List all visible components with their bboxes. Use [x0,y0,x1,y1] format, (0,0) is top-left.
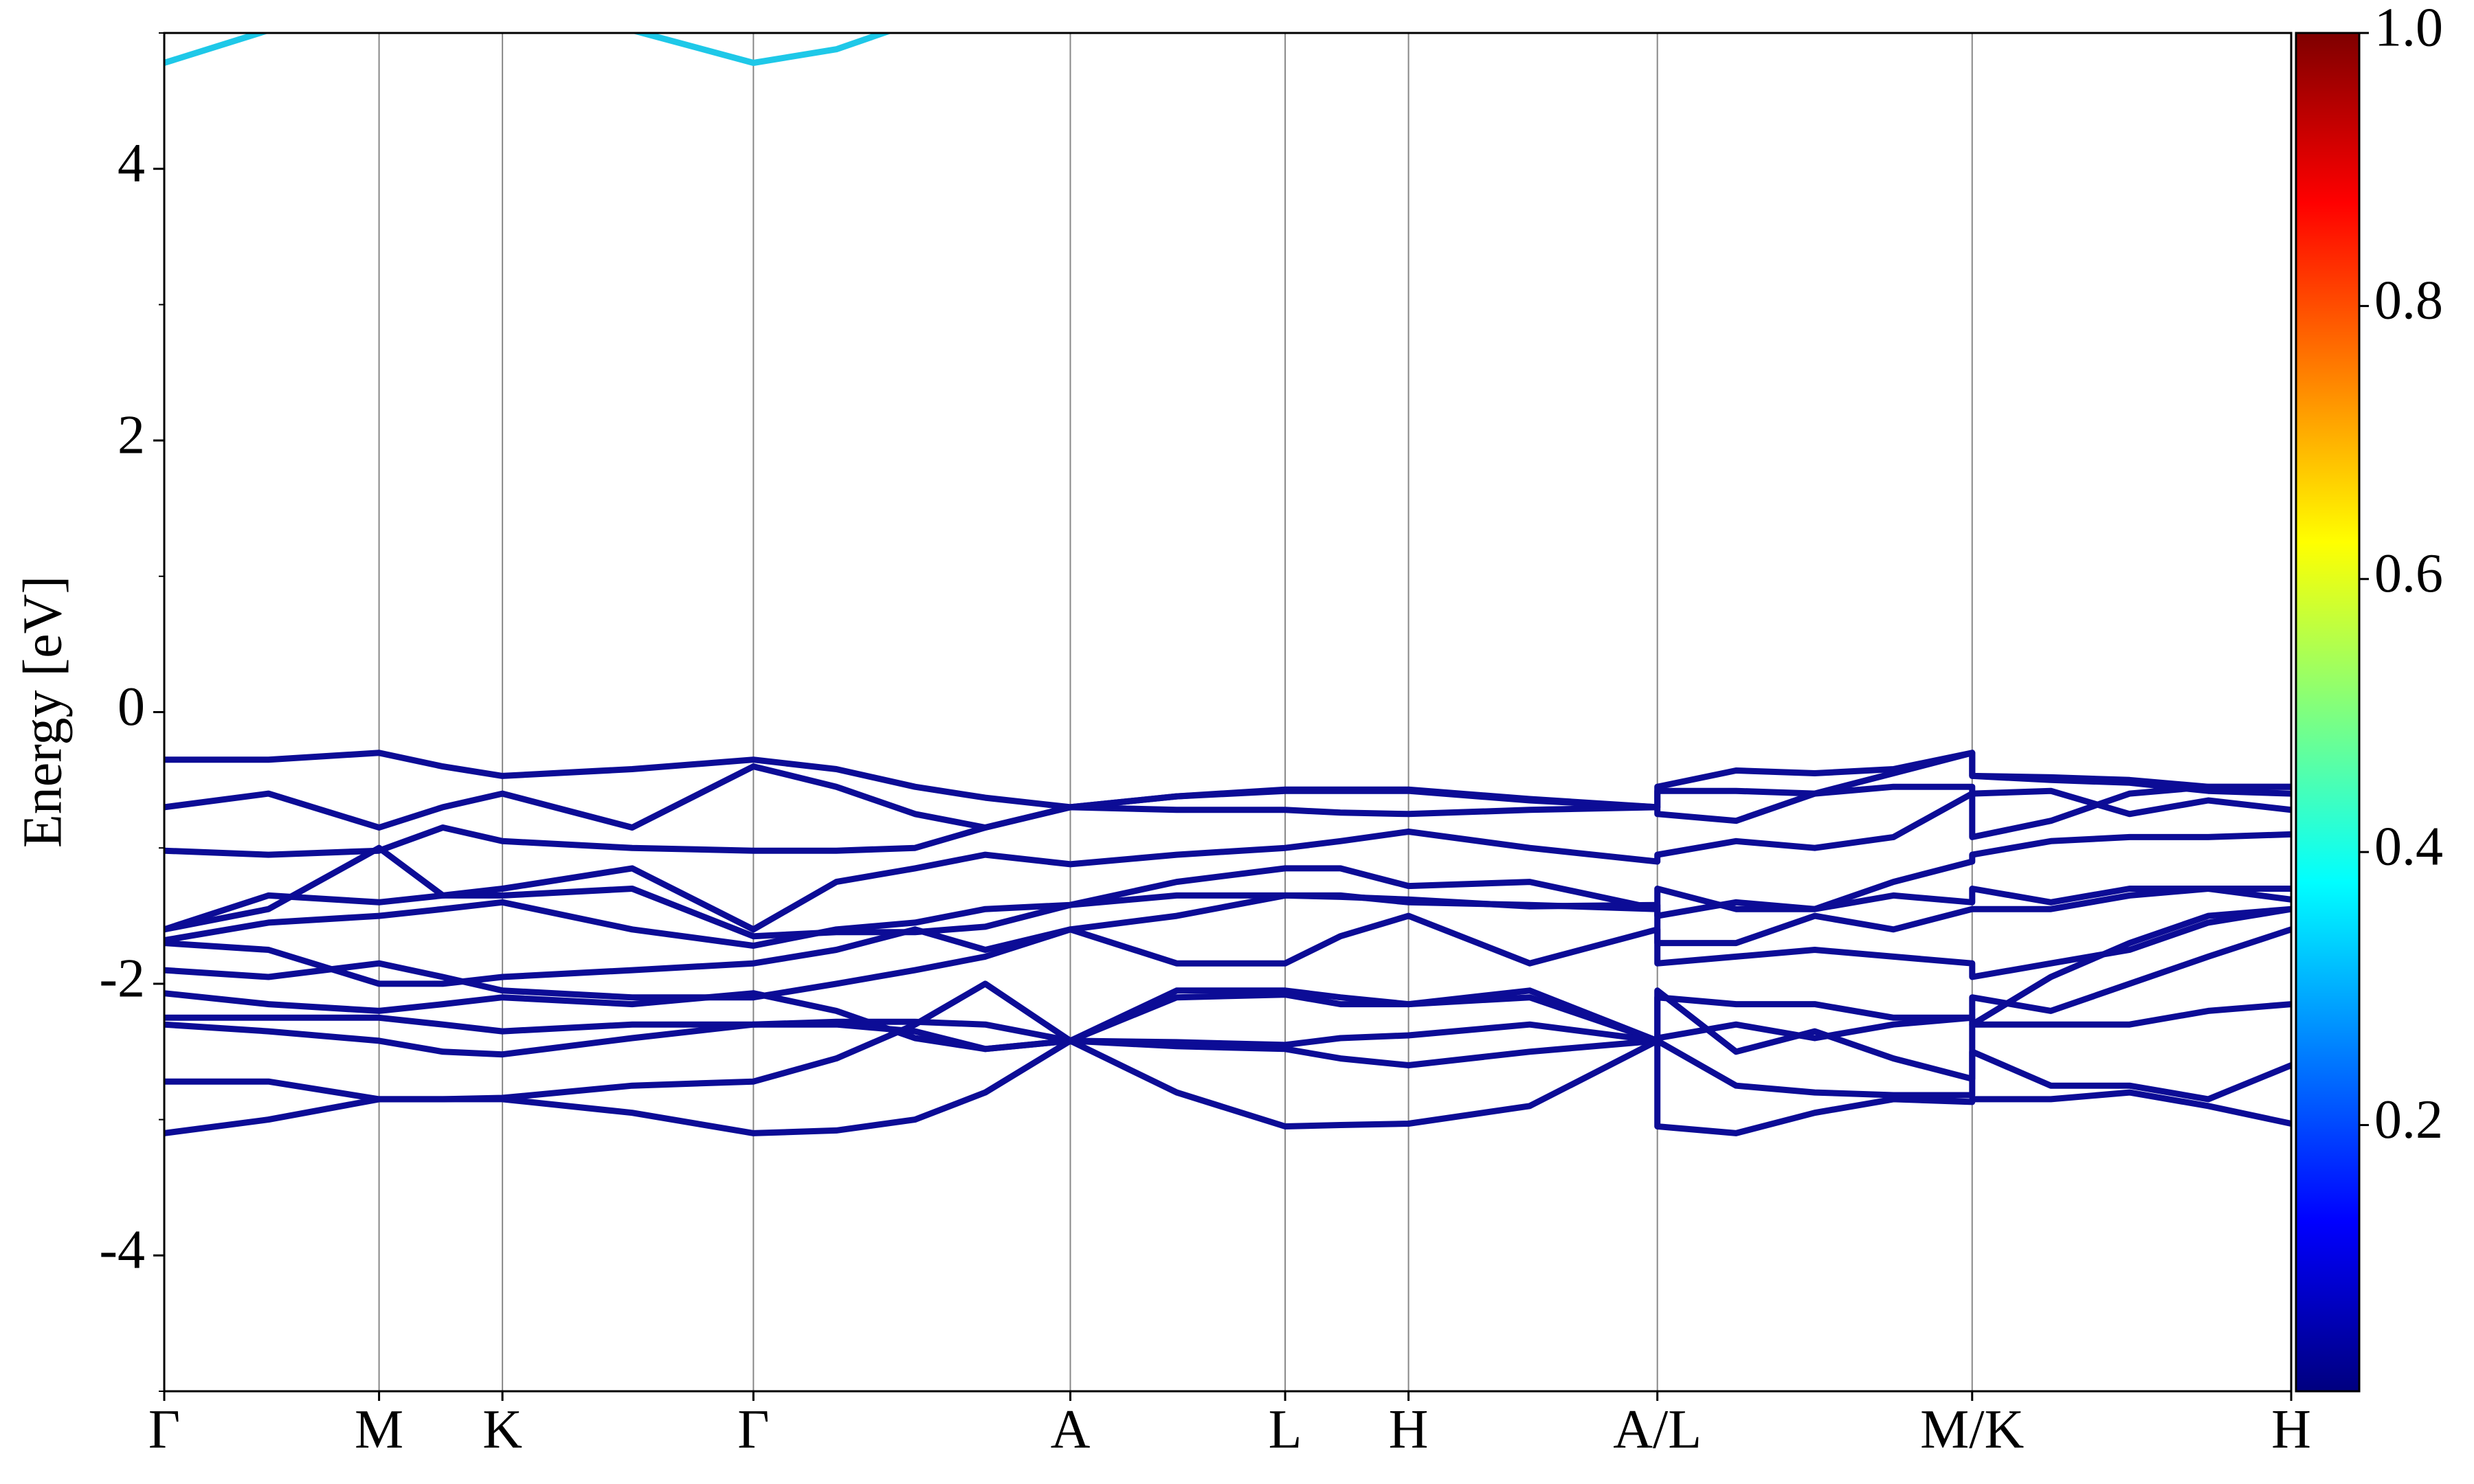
band-line [164,33,893,66]
band-line [164,787,2291,933]
y-tick-label: 4 [118,133,145,194]
band-line [164,831,2291,940]
band-line [164,1037,2291,1136]
x-tick-label: A [1051,1399,1091,1460]
x-tick-label: M/K [1920,1399,2024,1460]
y-tick-label: -2 [99,948,145,1009]
bands [164,33,2291,1136]
band-line [164,926,2291,1048]
x-tick-label: Γ [148,1399,180,1460]
y-axis-label: Energy [eV] [12,576,73,848]
y-tick-label: 2 [118,405,145,465]
x-tick-label: H [2271,1399,2311,1460]
colorbar-tick-label: 0.4 [2374,817,2443,877]
colorbar [2295,32,2361,1393]
colorbar-tick-label: 0.8 [2374,271,2443,331]
x-tick-label: Γ [737,1399,769,1460]
y-tick-label: 0 [118,677,145,737]
band-line [164,906,2291,1001]
x-tick-label: A/L [1613,1399,1702,1460]
colorbar-tick-label: 0.2 [2374,1090,2443,1150]
colorbar-tick-label: 0.6 [2374,543,2443,604]
x-tick-label: L [1269,1399,1302,1460]
plot-frame [163,32,2293,1393]
x-tick-label: K [482,1399,522,1460]
colorbar-tick-label: 1.0 [2374,0,2443,58]
band-line [164,987,2291,1082]
y-tick-label: -4 [99,1220,145,1281]
x-tick-label: H [1389,1399,1429,1460]
x-tick-label: M [355,1399,403,1460]
band-line [164,886,2291,949]
band-line [164,783,2291,858]
band-line [164,906,2291,1053]
band-line [164,750,2291,811]
